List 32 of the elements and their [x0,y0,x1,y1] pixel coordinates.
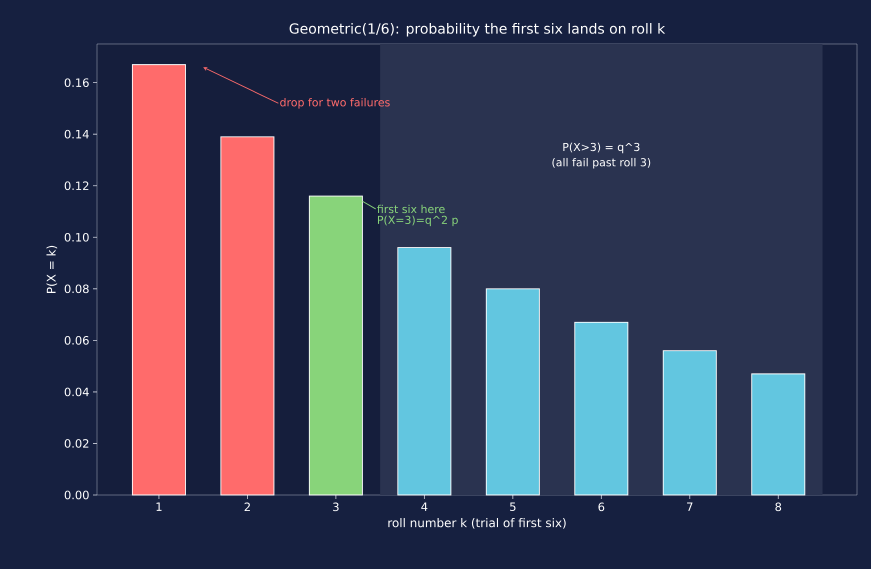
x-tick-label: 6 [598,502,604,512]
annotation: P(X=3)=q^2 p [378,216,458,226]
bar [486,288,540,496]
y-axis-title: P(X = k) [46,246,58,293]
bar [751,373,806,496]
annotation: first six here [377,204,445,214]
bar [220,136,274,496]
annotation: (all fail past roll 3) [552,158,650,169]
x-tick-label: 7 [687,502,692,511]
x-axis-title: roll number k (trial of first six) [388,518,566,529]
x-tick-label: 1 [156,502,162,511]
annotation: drop for two failures [280,98,390,109]
band-label: P(X>3) = q^3 [563,142,640,154]
x-tick-label: 8 [775,502,782,512]
x-tick-label: 5 [510,502,516,512]
bar [662,350,717,496]
y-tick-label: 0.14 [64,130,89,139]
y-tick-label: 0.00 [64,490,89,500]
x-tick-label: 3 [333,502,339,512]
bar [132,64,186,496]
y-tick-label: 0.06 [64,336,89,345]
y-tick-label: 0.08 [64,284,89,294]
x-tick-label: 4 [421,502,428,511]
y-tick-label: 0.12 [64,181,88,190]
y-tick-label: 0.04 [64,388,89,396]
bar [397,247,452,496]
y-tick-label: 0.16 [64,78,89,87]
bar [574,322,628,496]
x-tick-label: 2 [244,502,250,512]
chart-title: Geometric(1/6): probability the first six lands on roll k [290,23,666,36]
y-tick-label: 0.10 [64,232,89,242]
y-tick-label: 0.02 [64,439,88,448]
